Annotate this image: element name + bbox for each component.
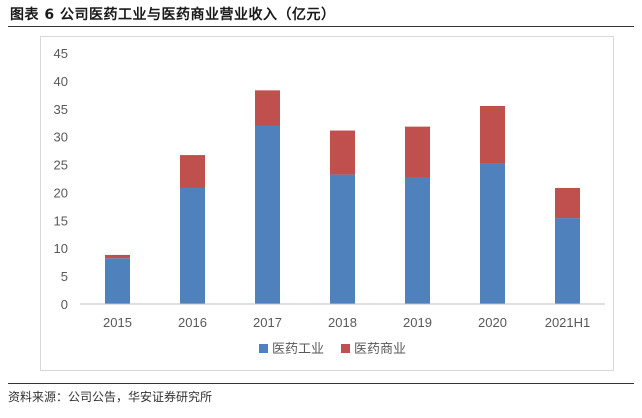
legend-label: 医药商业 xyxy=(354,342,406,357)
bar-segment-commerce-2018 xyxy=(330,130,355,175)
x-tick-label: 2021H1 xyxy=(545,315,591,330)
x-tick-label: 2017 xyxy=(253,315,282,330)
source-rule xyxy=(8,383,634,384)
bar-segment-commerce-2021H1 xyxy=(555,187,580,219)
legend: 医药工业 医药商业 xyxy=(259,342,406,357)
legend-swatch xyxy=(259,344,268,353)
bar-segment-commerce-2019 xyxy=(405,126,430,178)
chart-frame xyxy=(40,36,614,371)
x-tick-label: 2020 xyxy=(478,315,507,330)
x-tick-label: 2015 xyxy=(103,315,132,330)
legend-swatch xyxy=(341,344,350,353)
bar-segment-commerce-2017 xyxy=(255,90,280,126)
legend-label: 医药工业 xyxy=(272,342,324,357)
bar-segment-industry-2019 xyxy=(405,177,430,304)
bar-segment-commerce-2020 xyxy=(480,105,505,164)
bars xyxy=(105,90,580,304)
x-tick-label: 2016 xyxy=(178,315,207,330)
x-tick-label: 2018 xyxy=(328,315,357,330)
y-tick-label: 0 xyxy=(61,297,68,312)
bar-segment-industry-2016 xyxy=(180,187,205,304)
y-tick-label: 15 xyxy=(54,213,68,228)
bar-segment-industry-2018 xyxy=(330,174,355,304)
bar-segment-commerce-2015 xyxy=(105,254,130,259)
y-tick-label: 30 xyxy=(54,130,68,145)
bar-segment-industry-2021H1 xyxy=(555,218,580,304)
x-tick-label: 2019 xyxy=(403,315,432,330)
bar-segment-industry-2015 xyxy=(105,258,130,304)
y-tick-label: 45 xyxy=(54,46,68,61)
bar-segment-industry-2020 xyxy=(480,163,505,304)
y-tick-label: 35 xyxy=(54,102,68,117)
bar-segment-commerce-2016 xyxy=(180,155,205,188)
title-rule xyxy=(8,26,634,27)
y-tick-label: 25 xyxy=(54,158,68,173)
chart-title: 图表 6 公司医药工业与医药商业营业收入（亿元） xyxy=(10,7,336,23)
y-tick-label: 5 xyxy=(61,269,68,284)
y-tick-label: 40 xyxy=(54,74,68,89)
y-tick-label: 20 xyxy=(54,185,68,200)
y-tick-label: 10 xyxy=(54,241,68,256)
bar-segment-industry-2017 xyxy=(255,125,280,304)
source-note: 资料来源：公司公告，华安证券研究所 xyxy=(8,390,213,404)
x-axis: 2015 2016 2017 2018 2019 2020 2021H1 xyxy=(80,303,605,330)
y-axis: 0 5 10 15 20 25 30 35 40 45 xyxy=(54,46,68,312)
